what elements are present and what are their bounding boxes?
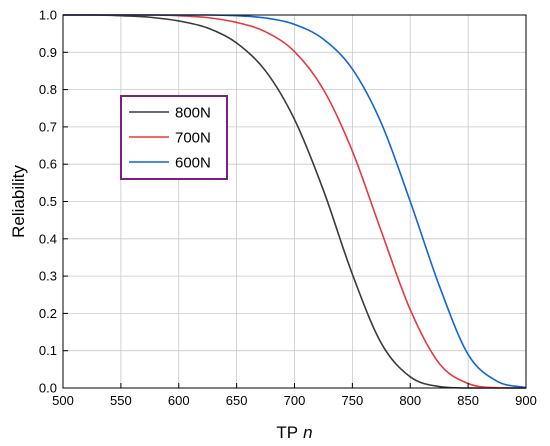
x-tick-label: 900 [515, 393, 537, 408]
y-tick-label: 0.2 [39, 306, 57, 321]
y-tick-label: 1.0 [39, 8, 57, 23]
series-line-800N [63, 14, 526, 389]
x-axis: 500 550 600 650 700 750 800 850 900 [52, 383, 537, 408]
y-axis: 0.0 0.1 0.2 0.3 0.4 0.5 0.6 0.7 0.8 0.9 1.0 [39, 8, 68, 396]
x-tick-label: 650 [226, 393, 248, 408]
y-tick-label: 0.1 [39, 343, 57, 358]
x-tick-label: 700 [284, 393, 306, 408]
y-tick-label: 0.5 [39, 194, 57, 209]
x-tick-label: 800 [399, 393, 421, 408]
y-tick-label: 0.3 [39, 269, 57, 284]
y-tick-label: 0.9 [39, 45, 57, 60]
legend-label: 700N [175, 130, 211, 147]
y-tick-label: 0.0 [39, 381, 57, 396]
legend-label: 600N [175, 155, 211, 172]
x-axis-title: TP n [276, 423, 312, 442]
x-tick-label: 850 [457, 393, 479, 408]
y-tick-label: 0.8 [39, 82, 57, 97]
y-tick-label: 0.6 [39, 157, 57, 172]
y-tick-label: 0.4 [39, 231, 57, 246]
x-tick-label: 550 [110, 393, 132, 408]
x-tick-label: 750 [342, 393, 364, 408]
legend: 800N 700N 600N [120, 95, 228, 180]
legend-label: 800N [175, 105, 211, 122]
y-tick-label: 0.7 [39, 119, 57, 134]
y-axis-title: Reliability [9, 165, 28, 238]
x-tick-label: 600 [168, 393, 190, 408]
x-tick-label: 500 [52, 393, 74, 408]
grid [62, 14, 527, 389]
